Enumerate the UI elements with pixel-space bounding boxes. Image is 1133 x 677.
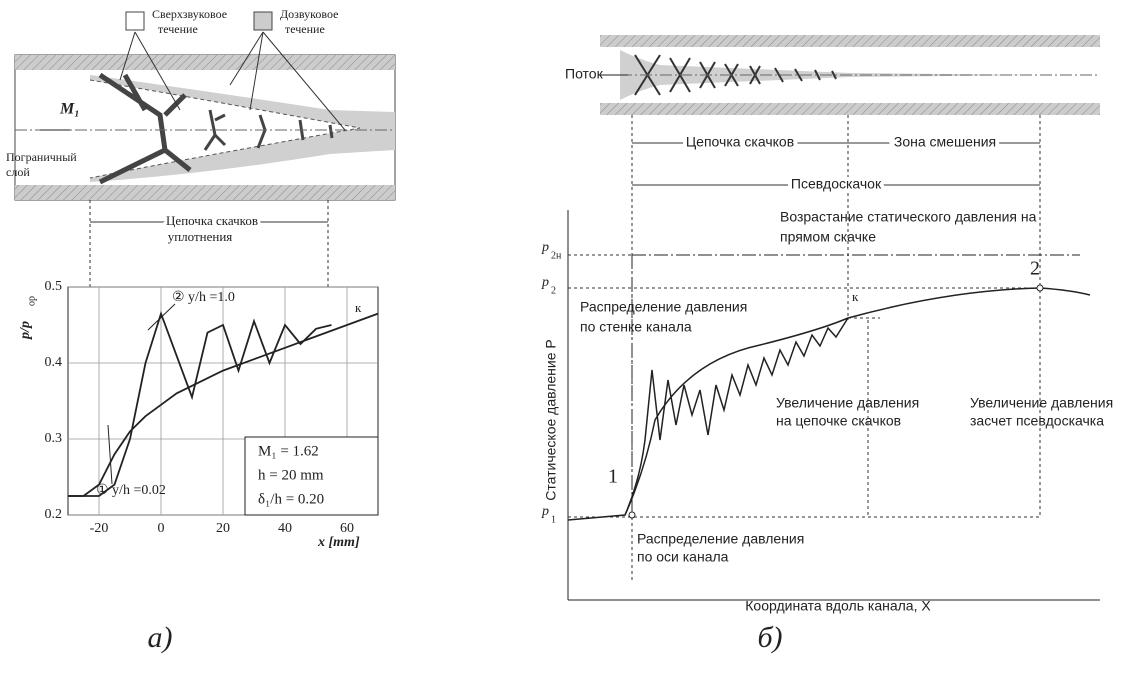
x-tick-label: 0 (158, 521, 165, 536)
y-tick-label: 0.5 (45, 279, 63, 294)
left-duct (14, 11, 396, 201)
label: течение (285, 22, 325, 36)
label: Возрастание статического давления на (780, 209, 1037, 225)
legend-label: ② y/h =1.0 (172, 290, 235, 305)
pointer (147, 303, 176, 331)
x-tick-label: 20 (216, 521, 230, 536)
label: уплотнения (168, 229, 233, 244)
label: 2 (1030, 258, 1040, 280)
x-axis-label: x [mm] (317, 535, 360, 550)
annotation: h = 20 mm (258, 467, 324, 483)
pointer (107, 424, 113, 485)
label: течение (158, 22, 198, 36)
y-tick-label: 0.3 (45, 431, 63, 446)
annotation: δ₁/h = 0.20 (258, 491, 324, 507)
label: по оси канала (637, 549, 729, 565)
label: Распределение давления (637, 531, 804, 547)
label: Распределение давления (580, 299, 747, 315)
y-axis-label: p/p (18, 321, 33, 340)
y-tick-label: 0.4 (45, 355, 63, 370)
label: Псевдоскачок (791, 176, 882, 192)
line (68, 310, 332, 497)
annotation: к (355, 300, 362, 315)
label: Цепочка скачков (166, 213, 258, 228)
label: к (852, 289, 859, 304)
right-plot (567, 210, 1100, 601)
label: Пограничный (6, 150, 77, 164)
x-tick-label: 40 (278, 521, 292, 536)
x-tick-label: 60 (340, 521, 354, 536)
label: p (541, 504, 549, 519)
label: Сверхзвуковое (152, 7, 227, 21)
guides (631, 115, 1041, 580)
label: 2н (551, 250, 562, 261)
label: на цепочке скачков (776, 413, 901, 429)
line (68, 312, 379, 497)
label: p (541, 275, 549, 290)
label: p (541, 240, 549, 255)
label: Поток (565, 66, 604, 82)
label: Дозвуковое (280, 7, 338, 21)
label: 1 (608, 466, 618, 488)
label: Зона смешения (894, 134, 996, 150)
label: Увеличение давления (970, 395, 1113, 411)
legend-label: ① y/h =0.02 (96, 483, 166, 498)
right-duct (598, 35, 1100, 115)
label: засчет псевдоскачка (970, 413, 1104, 429)
label: по стенке канала (580, 319, 692, 335)
label: 1 (551, 514, 556, 525)
label: Цепочка скачков (686, 134, 794, 150)
info-box (244, 436, 379, 516)
caption: а) (148, 621, 173, 654)
label: Увеличение давления (776, 395, 919, 411)
y-tick-label: 0.2 (45, 507, 63, 522)
label: 2 (551, 285, 556, 296)
y-axis-label: ор (26, 296, 37, 306)
x-tick-label: -20 (90, 521, 109, 536)
axis-label: Координата вдоль канала, X (745, 598, 931, 614)
caption: б) (757, 621, 782, 654)
annotation: M₁ = 1.62 (258, 443, 319, 459)
label: M₁ (59, 101, 80, 118)
label: прямом скачке (780, 229, 876, 245)
label: слой (6, 165, 30, 179)
axis-label: Статическое давление P (543, 339, 559, 501)
